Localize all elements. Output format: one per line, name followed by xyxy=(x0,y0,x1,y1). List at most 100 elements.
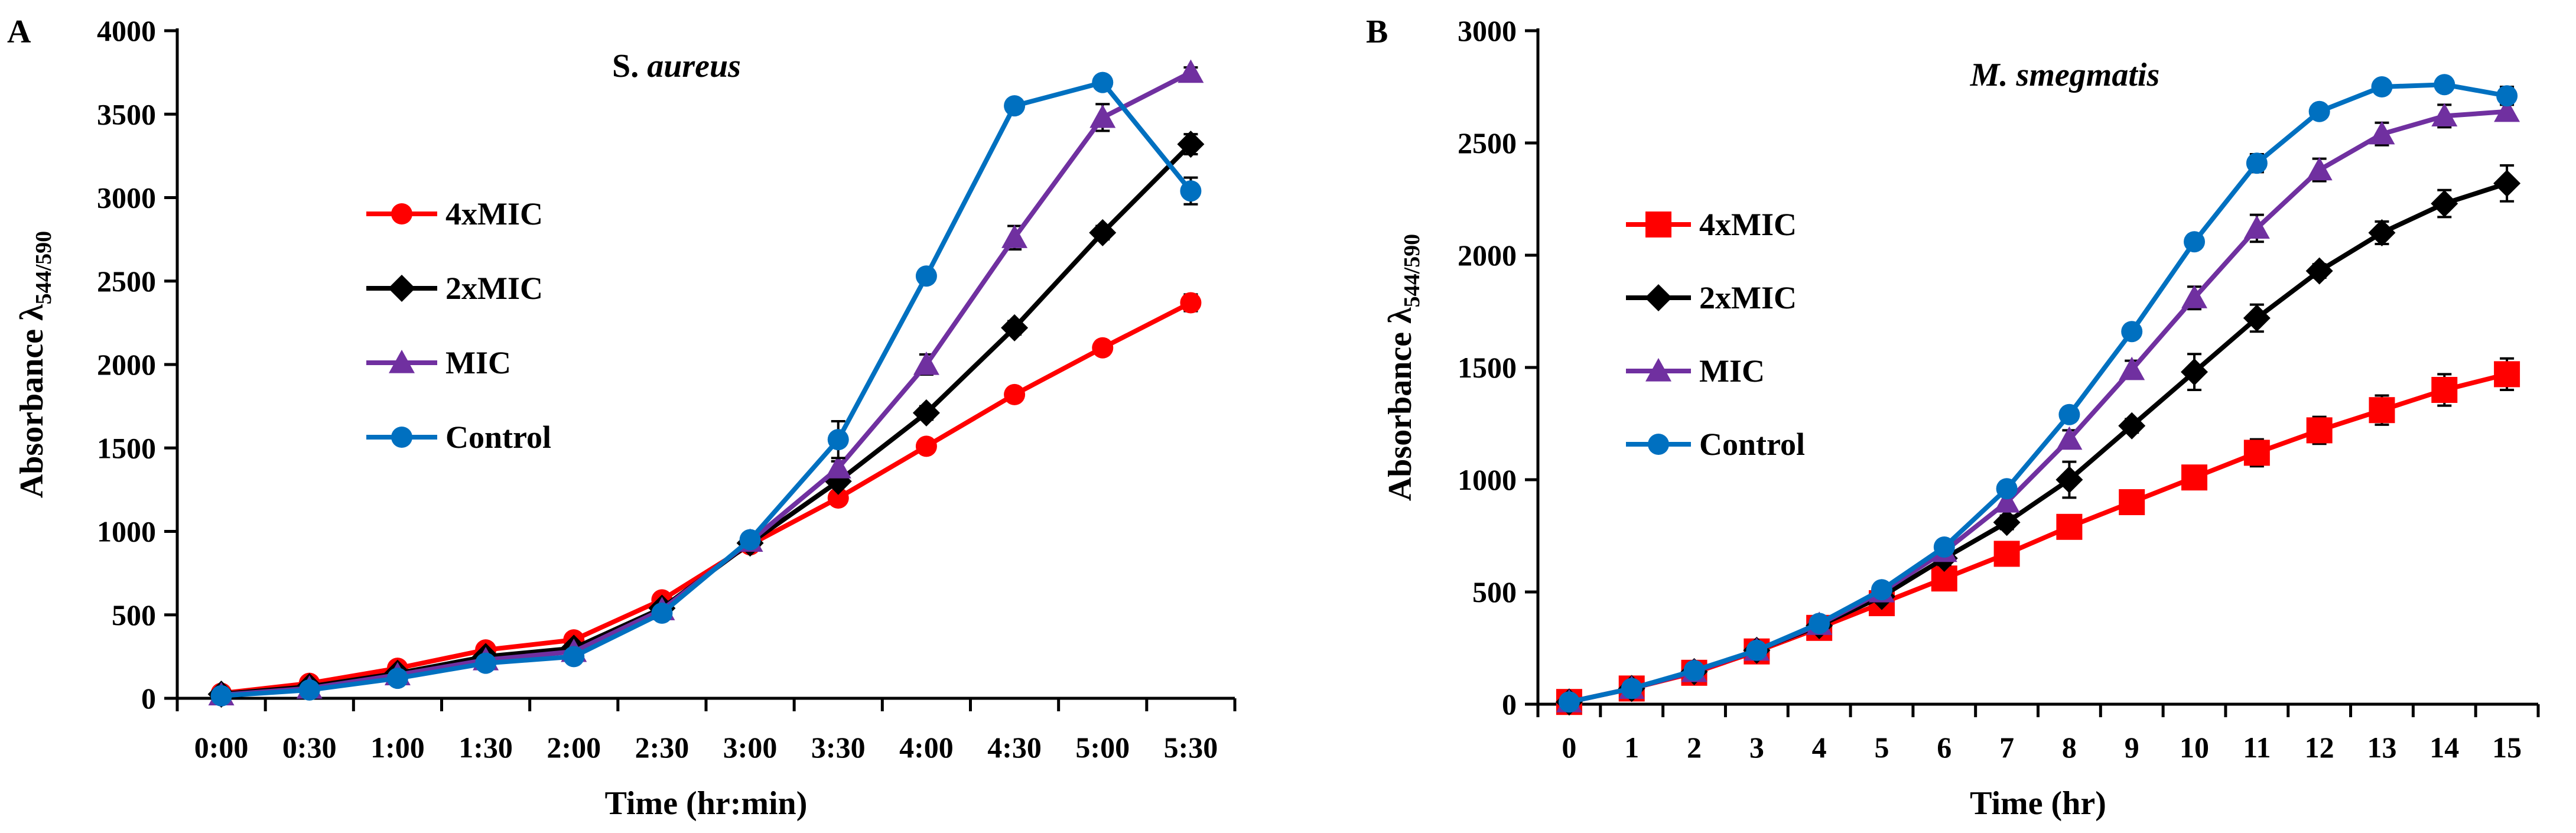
data-point xyxy=(915,265,937,287)
series-line xyxy=(1569,109,2507,705)
x-tick-label: 10 xyxy=(2180,731,2209,764)
data-point xyxy=(1933,536,1955,558)
data-point xyxy=(739,529,761,551)
series-line xyxy=(1569,372,2508,705)
y-tick-label: 1000 xyxy=(1458,463,1517,496)
data-point xyxy=(2118,412,2146,440)
data-point xyxy=(913,352,939,375)
chart-title-part: aureus xyxy=(647,48,741,84)
y-tick-label: 4000 xyxy=(97,14,156,47)
y-tick-label: 500 xyxy=(112,598,156,632)
x-tick-label: 5:30 xyxy=(1164,731,1218,764)
data-point xyxy=(2371,76,2393,97)
legend: 4xMIC 2xMIC MIC Control xyxy=(366,196,551,455)
x-tick-label: 9 xyxy=(2125,731,2139,764)
data-point xyxy=(825,455,851,479)
chart-panel-a: A S. aureus 0 500 1000 1500 2000 2500 3000 3500 40… xyxy=(7,14,1237,822)
chart-title-part: S. xyxy=(612,48,647,84)
x-tick-label: 12 xyxy=(2305,731,2334,764)
data-point xyxy=(2306,157,2333,181)
legend-marker xyxy=(391,203,412,224)
data-point xyxy=(1092,337,1114,359)
x-tick-label: 0:00 xyxy=(194,731,249,764)
data-point xyxy=(1871,579,1892,601)
data-point xyxy=(298,679,320,701)
data-point xyxy=(1180,292,1202,314)
data-point xyxy=(210,685,232,707)
data-point xyxy=(827,429,849,451)
y-axis-label-main: Absorbance λ xyxy=(1382,307,1419,501)
y-tick-label: 2000 xyxy=(1458,239,1517,272)
data-point xyxy=(1089,104,1116,128)
x-tick-label: 2 xyxy=(1687,731,1702,764)
data-point xyxy=(2181,285,2208,308)
legend-marker xyxy=(389,350,415,373)
y-tick-label: 3000 xyxy=(97,181,156,214)
x-tick-label: 4:30 xyxy=(987,731,1042,764)
data-point xyxy=(1004,383,1026,405)
data-point xyxy=(915,435,937,457)
legend: 4xMIC 2xMIC MIC Control xyxy=(1626,207,1805,462)
y-tick-label: 1500 xyxy=(97,431,156,464)
data-point xyxy=(2058,404,2080,425)
data-point xyxy=(2496,85,2518,107)
x-axis-label: Time (hr:min) xyxy=(605,785,808,822)
data-point xyxy=(1092,71,1114,93)
data-point xyxy=(2119,356,2145,380)
legend-marker xyxy=(1645,284,1672,311)
data-point xyxy=(2431,103,2458,126)
data-point xyxy=(1809,613,1830,634)
data-point xyxy=(2184,231,2206,253)
data-point xyxy=(912,399,940,427)
x-tick-label: 2:30 xyxy=(635,731,689,764)
data-point xyxy=(2368,219,2396,246)
x-tick-label: 2:00 xyxy=(547,731,601,764)
data-point xyxy=(651,602,673,624)
data-point xyxy=(2493,170,2521,197)
y-tick-label: 2000 xyxy=(97,348,156,381)
x-tick-label: 0:30 xyxy=(282,731,337,764)
legend-label: 2xMIC xyxy=(445,271,543,306)
series-line xyxy=(221,142,1193,697)
legend-label: MIC xyxy=(1699,353,1765,389)
x-tick-label: 3:00 xyxy=(723,731,778,764)
series-mic xyxy=(208,59,1204,705)
data-point xyxy=(2246,152,2268,174)
y-axis-label: Absorbance λ544/590 xyxy=(1382,234,1424,501)
y-tick-label: 0 xyxy=(1502,688,1517,721)
x-tick-label: 4:00 xyxy=(899,731,954,764)
data-point xyxy=(2119,489,2145,515)
data-point xyxy=(2056,426,2083,450)
x-tick-label: 3:30 xyxy=(811,731,866,764)
data-point xyxy=(1180,180,1202,202)
legend-label: 4xMIC xyxy=(445,196,543,232)
data-point xyxy=(827,487,849,509)
x-tick-label: 15 xyxy=(2492,731,2522,764)
data-point xyxy=(2243,440,2270,466)
data-point xyxy=(1993,489,2020,513)
x-tick-label: 1:30 xyxy=(458,731,513,764)
chart-title: S. aureus xyxy=(612,48,741,84)
x-tick-label: 8 xyxy=(2062,731,2077,764)
y-tick-label: 0 xyxy=(141,682,156,715)
data-point xyxy=(2243,215,2270,239)
legend-label: 2xMIC xyxy=(1699,280,1797,315)
series-line xyxy=(1569,82,2507,705)
legend-label: 4xMIC xyxy=(1699,207,1797,242)
data-point xyxy=(1993,509,2021,536)
data-point xyxy=(2055,466,2083,493)
x-tick-label: 3 xyxy=(1749,731,1764,764)
x-tick-label: 4 xyxy=(1812,731,1827,764)
legend-marker xyxy=(1645,211,1671,237)
y-axis-label-sub: 544/590 xyxy=(1400,234,1424,308)
chart-title-part: M. smegmatis xyxy=(1970,57,2159,93)
y-tick-label: 2500 xyxy=(1458,126,1517,160)
data-point xyxy=(1993,541,2020,567)
x-tick-label: 1:00 xyxy=(370,731,425,764)
y-tick-label: 3500 xyxy=(97,97,156,131)
data-point xyxy=(2121,321,2143,343)
data-point xyxy=(2369,397,2395,424)
y-axis-label-sub: 544/590 xyxy=(31,231,56,305)
